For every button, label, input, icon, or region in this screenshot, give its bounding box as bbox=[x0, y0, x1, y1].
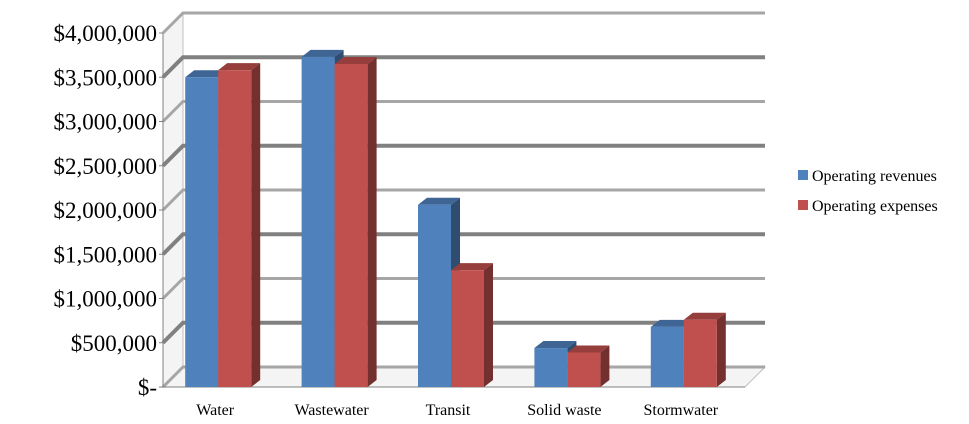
bar-front bbox=[534, 348, 568, 387]
gridline bbox=[161, 11, 765, 35]
gridline bbox=[161, 232, 765, 256]
y-tick-label: $- bbox=[138, 375, 157, 400]
x-category-label: Transit bbox=[426, 402, 471, 419]
gridline bbox=[161, 188, 765, 212]
bar-side bbox=[251, 63, 261, 388]
bar-front bbox=[567, 352, 601, 387]
y-tick-label: $2,500,000 bbox=[54, 154, 158, 179]
gridline bbox=[161, 55, 765, 79]
x-category-label: Wastewater bbox=[294, 402, 369, 419]
bar-front bbox=[301, 56, 335, 388]
legend: Operating revenues Operating expenses bbox=[798, 168, 938, 215]
x-category-label: Stormwater bbox=[643, 402, 718, 419]
x-axis-category-labels: Water Wastewater Transit Solid waste Stormwa… bbox=[196, 402, 718, 419]
gridline bbox=[161, 277, 765, 300]
bar-front bbox=[650, 326, 684, 387]
gridlines bbox=[161, 11, 765, 389]
legend-swatch bbox=[798, 170, 808, 180]
bar-top bbox=[534, 341, 577, 349]
y-tick-label: $3,000,000 bbox=[54, 110, 158, 135]
bar-front bbox=[683, 319, 717, 387]
y-tick-label: $1,500,000 bbox=[54, 242, 158, 267]
bar-side bbox=[600, 345, 610, 387]
y-tick-label: $1,000,000 bbox=[54, 287, 158, 312]
bar-front bbox=[418, 204, 451, 387]
legend-item: Operating expenses bbox=[798, 198, 938, 215]
bar-top bbox=[418, 197, 460, 205]
bar bbox=[567, 345, 610, 387]
x-category-label: Water bbox=[196, 402, 234, 419]
gridline bbox=[161, 143, 765, 168]
legend-item: Operating revenues bbox=[798, 168, 937, 185]
legend-label: Operating revenues bbox=[812, 168, 937, 185]
y-tick-label: $4,000,000 bbox=[54, 21, 158, 46]
bar-top bbox=[218, 63, 261, 71]
bar bbox=[218, 63, 261, 388]
bar-top bbox=[683, 312, 726, 320]
bar-front bbox=[218, 70, 252, 388]
legend-swatch bbox=[798, 200, 808, 210]
y-tick-label: $2,000,000 bbox=[54, 198, 158, 223]
bar bbox=[334, 56, 377, 387]
x-category-label: Solid waste bbox=[527, 402, 601, 419]
legend-label: Operating expenses bbox=[812, 198, 938, 215]
gridline bbox=[161, 320, 765, 345]
bar-front bbox=[185, 77, 219, 387]
bar-top bbox=[301, 49, 344, 57]
bar-top bbox=[567, 345, 610, 353]
bar-side bbox=[716, 312, 726, 387]
y-tick-label: $500,000 bbox=[71, 331, 157, 356]
bar-top bbox=[334, 56, 377, 64]
bar-top bbox=[451, 263, 493, 271]
bar-front bbox=[334, 63, 368, 387]
bar bbox=[451, 263, 493, 387]
bars bbox=[185, 49, 726, 388]
bar-top bbox=[650, 319, 693, 327]
y-tick-label: $3,500,000 bbox=[54, 65, 158, 90]
bar-side bbox=[367, 56, 377, 387]
bar-top bbox=[185, 70, 228, 78]
bar-side bbox=[484, 263, 493, 387]
y-axis-tick-labels: $- $500,000 $1,000,000 $1,500,000 $2,000,000… bbox=[54, 21, 163, 400]
gridline bbox=[161, 100, 765, 123]
bar bbox=[683, 312, 726, 387]
bar-front bbox=[451, 270, 484, 387]
